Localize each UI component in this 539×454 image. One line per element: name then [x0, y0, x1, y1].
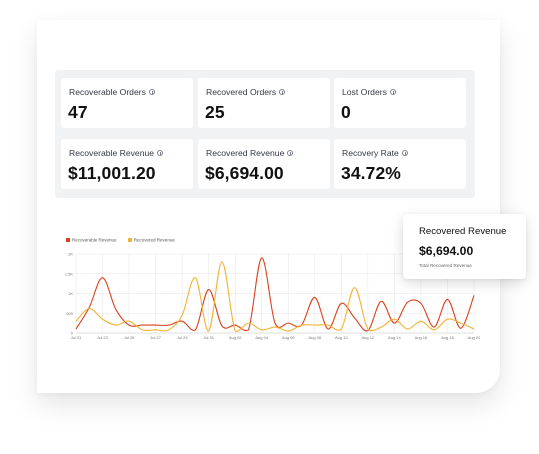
- x-tick-label: Aug 14: [388, 335, 401, 340]
- legend-item-recovered[interactable]: Recovered Revenue: [127, 237, 175, 243]
- stat-card-recovered-revenue[interactable]: Recovered Revenue $6,694.00: [198, 139, 330, 189]
- x-tick-label: Aug 04: [255, 335, 268, 340]
- stat-value: 34.72%: [341, 163, 401, 183]
- info-icon[interactable]: [287, 150, 294, 156]
- stat-card-recoverable-orders[interactable]: Recoverable Orders 47: [61, 78, 193, 128]
- stats-panel: Recoverable Orders 47 Recovered Orders 2…: [55, 70, 475, 198]
- y-tick-label: 0: [71, 331, 74, 336]
- stat-value: $11,001.20: [68, 163, 156, 183]
- stat-label: Recoverable Revenue: [69, 148, 164, 158]
- x-tick-label: Aug 08: [308, 335, 321, 340]
- x-tick-label: Aug 20: [468, 335, 480, 340]
- stat-card-recoverable-revenue[interactable]: Recoverable Revenue $11,001.20: [61, 139, 193, 189]
- stat-card-recovery-rate[interactable]: Recovery Rate 34.72%: [334, 139, 466, 189]
- x-tick-label: Jul 25: [124, 335, 135, 340]
- chart-svg: 0 500 1K 1.5K 2K Jul 31 Jul 23 Jul 25 Jul 27 Jul …: [65, 252, 480, 341]
- info-icon[interactable]: [157, 150, 164, 156]
- tooltip-value: $6,694.00: [419, 244, 474, 258]
- revenue-chart: Recoverable Revenue Recovered Revenue 0 5…: [62, 234, 480, 346]
- tooltip-subtitle: Total Recovered Revenue: [419, 263, 472, 268]
- stat-label: Recovery Rate: [342, 148, 408, 158]
- info-icon[interactable]: [401, 150, 408, 156]
- stat-value: 0: [341, 102, 351, 122]
- series-line-recovered-revenue: [75, 261, 475, 332]
- legend-label: Recovered Revenue: [133, 237, 175, 243]
- tooltip-title: Recovered Revenue: [419, 226, 507, 237]
- legend-swatch: [66, 237, 70, 242]
- stat-card-recovered-orders[interactable]: Recovered Orders 25: [198, 78, 330, 128]
- x-tick-label: Aug 12: [362, 335, 375, 340]
- stat-value: 25: [205, 102, 225, 122]
- legend-label: Recoverable Revenue: [72, 237, 117, 243]
- chart-legend: Recoverable Revenue Recovered Revenue: [66, 237, 185, 242]
- series-line-recoverable-revenue: [75, 257, 475, 332]
- y-tick-label: 2K: [68, 252, 73, 257]
- recovered-revenue-tooltip: Recovered Revenue $6,694.00 Total Recove…: [403, 214, 526, 279]
- y-tick-label: 1K: [68, 291, 73, 296]
- stat-card-lost-orders[interactable]: Lost Orders 0: [334, 78, 466, 128]
- stat-value: $6,694.00: [205, 163, 284, 183]
- y-tick-label: 1.5K: [65, 271, 74, 276]
- stat-value: 47: [68, 102, 88, 122]
- stat-label: Recovered Revenue: [206, 148, 294, 158]
- y-tick-label: 500: [66, 311, 73, 316]
- info-icon[interactable]: [389, 89, 396, 95]
- legend-swatch: [127, 237, 132, 242]
- x-tick-label: Jul 31: [203, 335, 214, 340]
- stat-label: Recovered Orders: [206, 87, 286, 97]
- stat-label: Recoverable Orders: [69, 87, 155, 97]
- x-tick-label: Aug 06: [282, 335, 295, 340]
- x-tick-label: Aug 02: [229, 335, 242, 340]
- x-tick-label: Jul 27: [150, 335, 161, 340]
- x-tick-label: Jul 29: [177, 335, 188, 340]
- legend-item-recoverable[interactable]: Recoverable Revenue: [66, 237, 117, 242]
- x-tick-label: Aug 18: [441, 335, 454, 340]
- x-tick-label: Jul 23: [97, 335, 108, 340]
- x-tick-label: Aug 10: [335, 335, 348, 340]
- x-tick-label: Aug 16: [415, 335, 428, 340]
- info-icon[interactable]: [148, 89, 155, 95]
- x-tick-label: Jul 31: [71, 335, 82, 340]
- info-icon[interactable]: [279, 89, 286, 95]
- stat-label: Lost Orders: [342, 87, 396, 97]
